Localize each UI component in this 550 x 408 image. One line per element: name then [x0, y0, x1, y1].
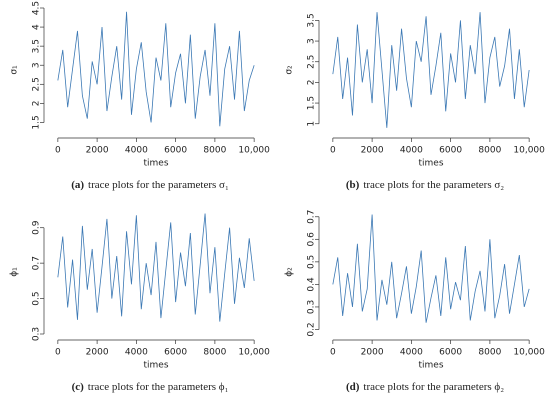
caption-label: (d) — [346, 381, 360, 393]
x-tick-label: 4000 — [125, 146, 148, 156]
x-axis-label: times — [143, 361, 168, 371]
x-tick-label: 2000 — [86, 348, 109, 358]
y-tick-label: 0.4 — [307, 277, 317, 292]
y-tick-label: 3.5 — [307, 13, 317, 27]
trace-line — [57, 11, 255, 127]
x-axis-label: times — [418, 361, 443, 371]
caption-text: trace plots for the parameters σ₂ — [363, 179, 504, 191]
caption-text: trace plots for the parameters ϕ₁ — [88, 381, 229, 393]
x-axis-label: times — [143, 159, 168, 169]
caption: (b) trace plots for the parameters σ₂ — [346, 179, 504, 191]
y-tick-label: 2 — [32, 101, 42, 107]
x-tick-label: 0 — [55, 146, 61, 156]
x-tick-label: 6000 — [439, 348, 462, 358]
x-tick-label: 4000 — [400, 348, 423, 358]
y-tick-label: 3 — [32, 62, 42, 68]
x-tick-label: 8000 — [203, 348, 226, 358]
y-tick-label: 2.5 — [32, 77, 42, 91]
y-tick-label: 0.5 — [307, 255, 317, 269]
x-tick-label: 2000 — [361, 146, 384, 156]
x-tick-label: 2000 — [361, 348, 384, 358]
caption: (c) trace plots for the parameters ϕ₁ — [72, 381, 229, 393]
y-tick-label: 0.2 — [307, 322, 317, 336]
caption-label: (c) — [72, 381, 85, 393]
x-axis-label: times — [418, 159, 443, 169]
panel: 0.3 0.5 0.7 0.9 0 2000 4000 6000 8000 10,000 times… — [10, 213, 270, 393]
x-tick-label: 0 — [55, 348, 61, 358]
caption: (d) trace plots for the parameters ϕ₂ — [346, 381, 504, 393]
x-tick-label: 2000 — [86, 146, 109, 156]
caption: (a) trace plots for the parameters σ₁ — [71, 179, 229, 191]
x-tick-label: 0 — [330, 146, 336, 156]
y-tick-label: 0.7 — [307, 210, 317, 224]
x-tick-label: 10,000 — [513, 146, 545, 156]
y-tick-label: 0.3 — [307, 300, 317, 314]
caption-text: trace plots for the parameters ϕ₂ — [363, 381, 504, 393]
x-tick-label: 10,000 — [238, 348, 270, 358]
panel: 0.2 0.3 0.4 0.5 0.6 0.7 0 2000 4000 6000 8000 10,00… — [285, 210, 546, 393]
y-tick-label: 0.5 — [32, 291, 42, 305]
trace-line — [332, 12, 530, 128]
x-tick-label: 6000 — [164, 146, 187, 156]
x-tick-label: 10,000 — [238, 146, 270, 156]
y-axis-label: ϕ₁ — [10, 267, 20, 277]
y-tick-label: 3 — [307, 38, 317, 44]
x-tick-label: 6000 — [164, 348, 187, 358]
x-tick-label: 0 — [330, 348, 336, 358]
y-tick-label: 0.3 — [32, 327, 42, 341]
x-tick-label: 6000 — [439, 146, 462, 156]
y-tick-label: 0.9 — [32, 220, 42, 235]
y-tick-label: 0.6 — [307, 232, 317, 247]
y-axis-label: ϕ₂ — [285, 267, 295, 277]
x-tick-label: 8000 — [478, 146, 501, 156]
y-tick-label: 1 — [307, 121, 317, 127]
panel: 1 1.5 2 2.5 3 3.5 0 2000 4000 6000 8000 10,000 times… — [285, 12, 545, 191]
x-tick-label: 4000 — [125, 348, 148, 358]
x-tick-label: 10,000 — [513, 348, 545, 358]
caption-text: trace plots for the parameters σ₁ — [88, 179, 229, 191]
y-tick-label: 3.5 — [32, 39, 42, 53]
y-tick-label: 0.7 — [32, 256, 42, 270]
panel: 1.5 2 2.5 3 3.5 4 4.5 0 2000 4000 6000 8000 10,000 ti… — [10, 1, 271, 191]
y-tick-label: 4 — [32, 24, 42, 30]
x-tick-label: 8000 — [478, 348, 501, 358]
y-tick-label: 4.5 — [32, 1, 42, 15]
x-tick-label: 8000 — [203, 146, 226, 156]
y-tick-label: 2.5 — [307, 55, 317, 69]
x-tick-label: 4000 — [400, 146, 423, 156]
caption-label: (a) — [71, 179, 84, 191]
y-axis-label: σ₂ — [285, 65, 295, 75]
trace-line — [57, 213, 255, 322]
y-tick-label: 1.5 — [307, 96, 317, 110]
y-axis-label: σ₁ — [10, 65, 20, 75]
caption-label: (b) — [346, 179, 360, 191]
y-tick-label: 1.5 — [32, 115, 42, 129]
y-tick-label: 2 — [307, 80, 317, 86]
trace-line — [332, 214, 530, 323]
